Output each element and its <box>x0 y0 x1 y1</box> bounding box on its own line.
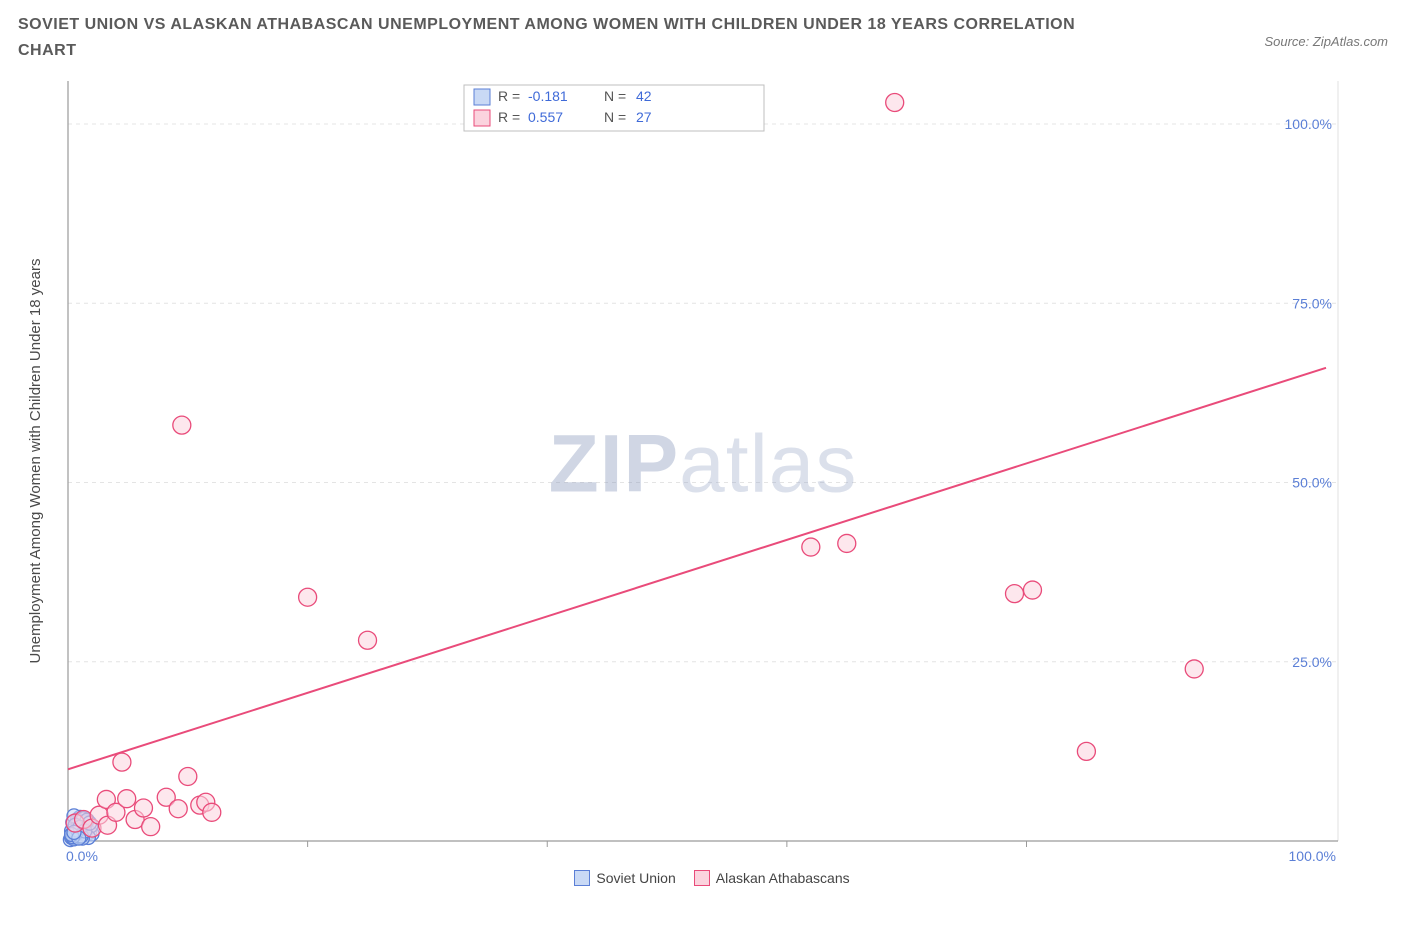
legend-swatch <box>694 870 710 886</box>
stats-n-value: 27 <box>636 109 652 125</box>
x-tick-label: 100.0% <box>1289 848 1336 861</box>
stats-r-value: 0.557 <box>528 109 563 125</box>
data-point <box>179 768 197 786</box>
data-point <box>134 799 152 817</box>
data-point <box>173 416 191 434</box>
data-point <box>118 790 136 808</box>
y-axis-label: Unemployment Among Women with Children U… <box>27 259 44 664</box>
chart-title: SOVIET UNION VS ALASKAN ATHABASCAN UNEMP… <box>18 12 1118 63</box>
data-point <box>142 818 160 836</box>
data-point <box>113 753 131 771</box>
data-point <box>203 804 221 822</box>
data-point <box>1185 660 1203 678</box>
stats-n-value: 42 <box>636 88 652 104</box>
stats-n-label: N = <box>604 88 626 104</box>
stats-swatch <box>474 110 490 126</box>
data-point <box>802 538 820 556</box>
legend-label: Soviet Union <box>596 870 675 886</box>
stats-r-value: -0.181 <box>528 88 568 104</box>
data-point <box>1006 585 1024 603</box>
x-tick-label: 0.0% <box>66 848 98 861</box>
legend: Soviet Union Alaskan Athabascans <box>18 870 1388 886</box>
legend-label: Alaskan Athabascans <box>716 870 850 886</box>
source-label: Source: ZipAtlas.com <box>1264 34 1388 49</box>
data-point <box>1077 743 1095 761</box>
data-point <box>299 588 317 606</box>
y-tick-label: 75.0% <box>1292 295 1332 311</box>
chart-container: 25.0% 50.0% 75.0% 100.0% 0.0% 100.0% Unemploym… <box>18 71 1388 866</box>
y-tick-label: 100.0% <box>1285 116 1332 132</box>
stats-swatch <box>474 89 490 105</box>
data-point <box>359 631 377 649</box>
data-point <box>886 94 904 112</box>
legend-swatch <box>574 870 590 886</box>
data-point <box>1023 581 1041 599</box>
stats-r-label: R = <box>498 109 520 125</box>
stats-r-label: R = <box>498 88 520 104</box>
stats-n-label: N = <box>604 109 626 125</box>
y-tick-label: 25.0% <box>1292 654 1332 670</box>
data-point <box>838 535 856 553</box>
data-point <box>169 800 187 818</box>
y-tick-label: 50.0% <box>1292 475 1332 491</box>
scatter-chart: 25.0% 50.0% 75.0% 100.0% 0.0% 100.0% Unemploym… <box>18 71 1348 861</box>
